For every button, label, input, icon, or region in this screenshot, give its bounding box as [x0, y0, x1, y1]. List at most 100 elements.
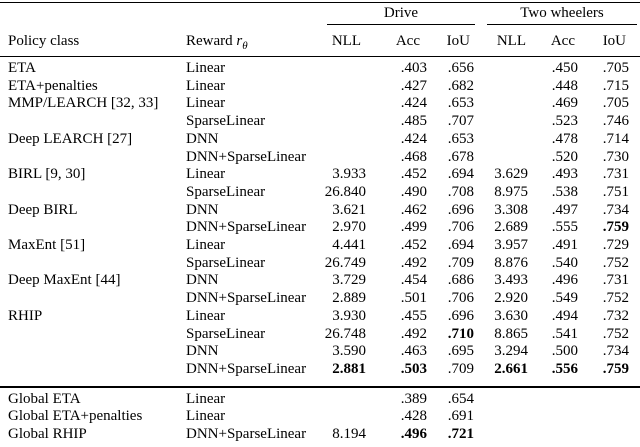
metric-value-cell: .686 — [447, 272, 474, 289]
metric-value-cell: .492 — [400, 254, 427, 271]
metric-value-cell: .731 — [602, 272, 630, 289]
metric-value-cell — [318, 131, 370, 149]
metric-value-cell: .538 — [551, 183, 578, 200]
policy-class-cell: Global RHIP — [8, 426, 87, 443]
metric-value-cell: .450 — [551, 60, 578, 76]
metric-value-cell: .492 — [400, 325, 427, 342]
metric-value-cell — [318, 408, 370, 426]
reward-cell: SparseLinear — [186, 325, 266, 342]
reward-header-text: Reward — [186, 33, 233, 50]
drive-group-label: Drive — [327, 4, 475, 25]
metric-value-cell: .708 — [447, 183, 474, 200]
reward-var: r — [236, 33, 243, 50]
column-group-two-wheelers: Two wheelers — [476, 3, 640, 25]
metric-value-cell: .709 — [447, 360, 474, 377]
table-row: DNN+SparseLinear 2.970 .499 .706 2.689 .555 .7… — [0, 219, 640, 237]
metric-value-cell: .759 — [602, 219, 630, 236]
global-rows: Global ETA Linear .389.654 Global ETA+penal… — [0, 385, 640, 447]
metric-value-cell: .520 — [551, 148, 578, 165]
metric-value-cell: .501 — [400, 290, 427, 307]
table-row: ETA Linear .403 .656 .450 .705 — [0, 57, 640, 78]
reward-cell: Linear — [186, 95, 226, 112]
metric-value-cell: .497 — [551, 201, 578, 218]
metric-value-cell: .496 — [400, 426, 427, 443]
metric-value-cell: .732 — [602, 307, 630, 324]
policy-class-cell — [0, 290, 178, 308]
metric-value-cell: .485 — [400, 113, 427, 130]
policy-class-cell: RHIP — [8, 307, 43, 324]
metric-value-cell: 2.689 — [494, 219, 528, 236]
metric-value-cell: .709 — [447, 254, 474, 271]
metric-value-cell: 3.590 — [332, 343, 366, 360]
metric-value-cell — [530, 385, 580, 409]
metric-value-cell: .452 — [400, 166, 427, 183]
metric-value-cell — [476, 131, 530, 149]
metric-value-cell: .653 — [447, 95, 474, 112]
metric-value-cell: .653 — [447, 130, 474, 147]
policy-class-cell — [0, 149, 178, 167]
metric-value-cell: .500 — [551, 343, 578, 360]
metric-value-cell: .710 — [447, 325, 474, 342]
reward-cell: SparseLinear — [186, 113, 266, 130]
metric-value-cell — [476, 78, 530, 96]
metric-value-cell: .494 — [551, 307, 578, 324]
metric-value-cell: .656 — [447, 60, 474, 76]
table-row: DNN 3.590 .463 .695 3.294 .500 .734 — [0, 343, 640, 361]
metric-value-cell: .752 — [602, 325, 630, 342]
metric-value-cell — [476, 149, 530, 167]
metric-value-cell: 2.661 — [494, 360, 528, 377]
table-row: SparseLinear 26.749 .492 .709 8.876 .540 .752 — [0, 255, 640, 273]
table-row: RHIP Linear 3.930 .455 .696 3.630 .494 .732 — [0, 308, 640, 326]
table-row: Global ETA Linear .389.654 — [0, 385, 640, 409]
metric-value-cell — [530, 408, 580, 426]
metric-value-cell: .678 — [447, 148, 474, 165]
metric-value-cell: .721 — [447, 426, 474, 443]
table-row: DNN+SparseLinear 2.881 .503 .709 2.661 .556 .7… — [0, 361, 640, 387]
table-row: SparseLinear 26.840 .490 .708 8.975 .538 .751 — [0, 184, 640, 202]
main-rows: ETA Linear .403 .656 .450 .705 ETA+penalties Li… — [0, 57, 640, 387]
reward-cell: DNN — [186, 272, 219, 289]
policy-class-cell — [0, 184, 178, 202]
drive-iou-header: IoU — [430, 25, 476, 57]
policy-class-cell — [0, 255, 178, 273]
metric-value-cell: 8.876 — [494, 254, 528, 271]
metric-value-cell: .491 — [551, 237, 578, 254]
metric-value-cell — [318, 95, 370, 113]
metric-value-cell: 8.194 — [332, 426, 366, 443]
metric-value-cell: .448 — [551, 77, 578, 94]
policy-class-cell: Global ETA+penalties — [8, 408, 143, 425]
metric-value-cell: .751 — [602, 183, 630, 200]
metric-value-cell: .455 — [400, 307, 427, 324]
metric-value-cell: 2.970 — [332, 219, 366, 236]
metric-value-cell: .523 — [551, 113, 578, 130]
policy-class-cell: Deep LEARCH [27] — [8, 130, 133, 147]
metric-value-cell: .705 — [602, 60, 630, 76]
metric-value-cell: .654 — [430, 385, 476, 409]
policy-class-cell: Deep BIRL — [8, 201, 78, 218]
metric-value-cell: .696 — [447, 201, 474, 218]
metric-value-cell: 8.975 — [494, 183, 528, 200]
table-row: Deep MaxEnt [44] DNN 3.729 .454 .686 3.493 .49… — [0, 272, 640, 290]
tw-acc-header: Acc — [530, 25, 580, 57]
reward-cell: Linear — [178, 385, 318, 409]
metric-value-cell: .549 — [551, 290, 578, 307]
metric-value-cell: 3.308 — [494, 201, 528, 218]
metric-value-cell: .691 — [447, 408, 474, 425]
reward-cell: DNN+SparseLinear — [186, 426, 307, 443]
policy-class-cell: BIRL [9, 30] — [8, 166, 86, 183]
policy-class-header: Policy class — [0, 25, 178, 57]
metric-value-cell: .759 — [602, 360, 630, 377]
policy-class-cell: MaxEnt [51] — [8, 237, 86, 254]
metric-value-cell — [476, 95, 530, 113]
metric-value-cell: .694 — [447, 237, 474, 254]
metric-value-cell: .469 — [551, 95, 578, 112]
policy-class-cell — [0, 361, 178, 387]
metric-value-cell: .463 — [400, 343, 427, 360]
policy-class-cell: ETA — [8, 60, 36, 76]
metric-value-cell — [530, 426, 580, 447]
metric-value-cell: .428 — [400, 408, 427, 425]
group-spacer — [0, 3, 318, 26]
reward-cell: Linear — [186, 408, 226, 425]
